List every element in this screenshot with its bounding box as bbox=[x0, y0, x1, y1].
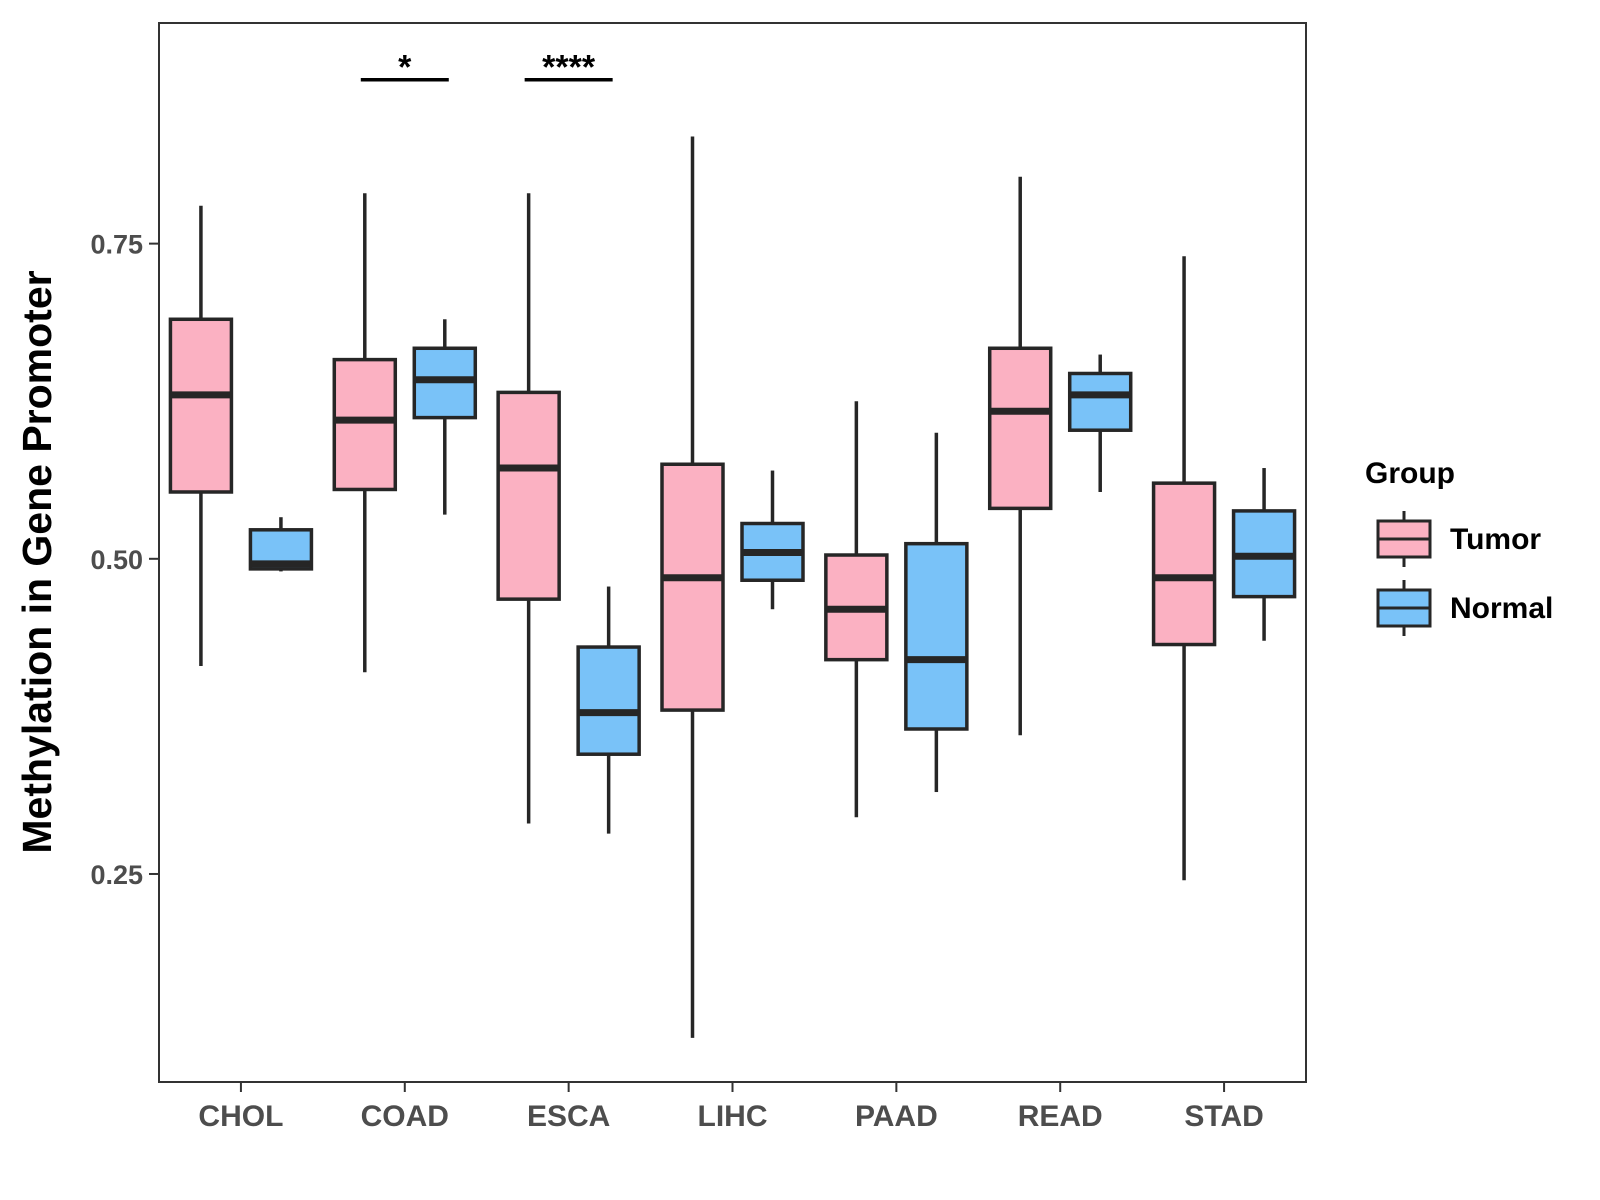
y-axis-title: Methylation in Gene Promoter bbox=[14, 270, 60, 853]
box-tumor-coad bbox=[332, 193, 398, 673]
legend-label-normal: Normal bbox=[1450, 592, 1553, 625]
box-normal-read bbox=[1067, 354, 1133, 492]
x-tick-label: COAD bbox=[361, 1100, 449, 1133]
x-axis: CHOL COAD ESCA LIHC PAAD READ STAD bbox=[198, 1082, 1264, 1133]
box-tumor-paad bbox=[824, 401, 889, 818]
y-tick-label: 0.50 bbox=[90, 545, 143, 575]
box-normal-esca bbox=[576, 586, 641, 834]
significance-label: **** bbox=[542, 49, 596, 87]
box-normal-stad bbox=[1231, 468, 1297, 641]
box-body bbox=[496, 390, 561, 601]
y-axis: 0.25 0.50 0.75 bbox=[90, 230, 159, 890]
box-body bbox=[1151, 481, 1217, 647]
box-body bbox=[1067, 371, 1133, 432]
box-normal-lihc bbox=[740, 470, 805, 610]
box-normal-coad bbox=[412, 319, 478, 515]
significance-annotations: * **** bbox=[360, 49, 613, 87]
x-tick-label: ESCA bbox=[527, 1100, 610, 1133]
x-tick-label: READ bbox=[1018, 1100, 1103, 1133]
legend-label-tumor: Tumor bbox=[1450, 523, 1541, 556]
legend: Group Tumor Normal bbox=[1365, 457, 1553, 636]
plot-panel-border bbox=[158, 22, 1307, 1083]
box-body bbox=[904, 541, 969, 731]
box-normal-chol bbox=[248, 517, 314, 572]
y-tick-label: 0.75 bbox=[90, 230, 143, 260]
box-body bbox=[332, 357, 398, 492]
plot-area bbox=[168, 136, 1297, 1038]
box-normal-paad bbox=[904, 432, 969, 793]
x-tick-label: PAAD bbox=[855, 1100, 938, 1133]
box-tumor-chol bbox=[168, 205, 234, 666]
box-body bbox=[660, 462, 725, 712]
box-body bbox=[168, 317, 234, 494]
box-tumor-esca bbox=[496, 193, 561, 824]
box-tumor-read bbox=[987, 176, 1053, 736]
y-tick-label: 0.25 bbox=[90, 860, 143, 890]
box-tumor-lihc bbox=[660, 136, 725, 1038]
x-tick-label: CHOL bbox=[198, 1100, 283, 1133]
legend-title: Group bbox=[1365, 457, 1455, 490]
x-tick-label: LIHC bbox=[698, 1100, 768, 1133]
box-tumor-stad bbox=[1151, 256, 1217, 881]
box-body bbox=[576, 645, 641, 756]
significance-label: * bbox=[398, 49, 412, 87]
x-tick-label: STAD bbox=[1184, 1100, 1263, 1133]
box-body bbox=[987, 346, 1053, 511]
